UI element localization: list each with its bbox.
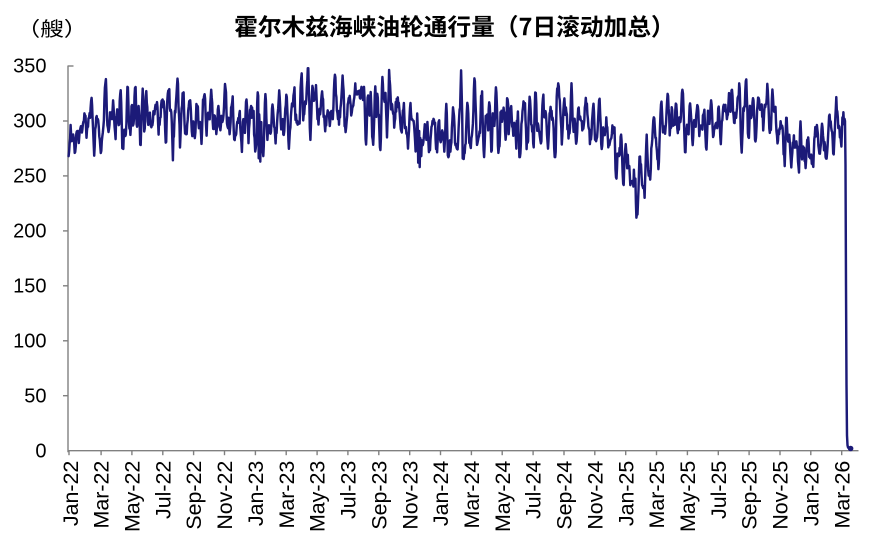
svg-text:Sep-24: Sep-24 (553, 461, 577, 530)
svg-text:May-23: May-23 (306, 461, 330, 532)
svg-text:Jul-24: Jul-24 (522, 461, 546, 519)
svg-text:Jan-24: Jan-24 (429, 461, 453, 527)
svg-text:Jan-22: Jan-22 (59, 461, 83, 526)
svg-text:0: 0 (35, 440, 46, 462)
svg-text:Jan-23: Jan-23 (244, 461, 268, 526)
svg-text:May-24: May-24 (491, 461, 515, 532)
svg-text:300: 300 (13, 111, 46, 133)
svg-text:100: 100 (13, 330, 46, 352)
svg-text:May-22: May-22 (120, 461, 144, 532)
svg-text:Mar-26: Mar-26 (830, 461, 854, 529)
svg-text:50: 50 (24, 385, 46, 407)
svg-text:Jan-26: Jan-26 (799, 461, 823, 526)
svg-text:Nov-24: Nov-24 (583, 461, 607, 530)
svg-text:Mar-22: Mar-22 (90, 461, 114, 529)
svg-text:Jul-23: Jul-23 (337, 461, 361, 519)
svg-text:Sep-25: Sep-25 (738, 461, 762, 530)
svg-text:Mar-24: Mar-24 (460, 461, 484, 529)
svg-text:Sep-22: Sep-22 (182, 461, 206, 530)
svg-text:250: 250 (13, 166, 46, 188)
svg-text:Jul-25: Jul-25 (707, 461, 731, 519)
svg-text:350: 350 (13, 56, 46, 78)
svg-text:May-25: May-25 (676, 461, 700, 532)
svg-text:Sep-23: Sep-23 (367, 461, 391, 530)
svg-text:200: 200 (13, 221, 46, 243)
svg-text:Mar-25: Mar-25 (645, 461, 669, 529)
svg-text:Nov-23: Nov-23 (398, 461, 422, 530)
svg-text:Jul-22: Jul-22 (151, 461, 175, 519)
svg-text:Mar-23: Mar-23 (275, 461, 299, 529)
svg-text:Jan-25: Jan-25 (614, 461, 638, 526)
svg-text:Nov-25: Nov-25 (769, 461, 793, 530)
svg-text:150: 150 (13, 275, 46, 297)
svg-text:Nov-22: Nov-22 (213, 461, 237, 530)
